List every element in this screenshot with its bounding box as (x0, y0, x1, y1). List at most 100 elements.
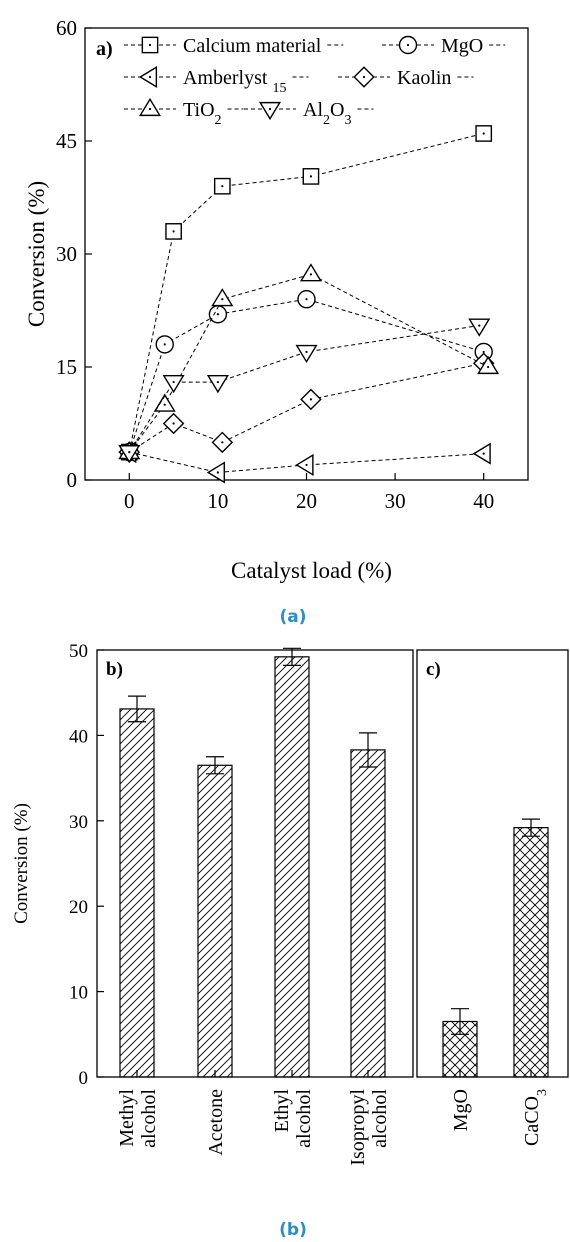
y-tick-label-b: 10 (69, 983, 88, 1004)
y-tick-label-a: 45 (56, 129, 77, 153)
data-point-kaolin-dot (221, 441, 224, 444)
legend-item-calcium-material: Calcium material (124, 35, 344, 57)
y-tick-label-b: 0 (79, 1068, 89, 1089)
series-line-calcium-material (128, 132, 484, 453)
y-tick-label-a: 0 (67, 468, 78, 492)
data-point-tio2 (477, 355, 500, 375)
x-tick-label-a: 10 (207, 489, 228, 513)
legend-item-kaolin: Kaolin (338, 66, 474, 89)
x-tick-label-a: 20 (296, 489, 317, 513)
x-tick-label-isopropyl: Isopropyl (347, 1089, 369, 1166)
series-line-al2o3 (128, 325, 480, 453)
data-point-tio2 (299, 263, 322, 282)
data-point-al2o3-dot (305, 350, 308, 354)
data-point-al2o3-dot (216, 380, 219, 384)
x-axis-label-a: Catalyst load (%) (231, 558, 392, 583)
panel-label-c: c) (426, 659, 441, 680)
plot-frame-b (96, 649, 414, 1078)
data-point-al2o3 (118, 445, 141, 464)
data-point-tio2 (211, 288, 234, 307)
bar-caco3 (513, 827, 549, 1078)
data-point-amberlyst-15 (472, 442, 491, 465)
y-tick-label-a: 15 (56, 355, 77, 379)
legend-marker-tio2-dot (148, 107, 152, 111)
data-point-al2o3-dot (172, 380, 175, 384)
chart-panel-a: 0 15 30 45 60 0 10 20 30 40 Catalyst load (%) Conve… (24, 16, 529, 583)
bar-ethyl-alcohol (274, 656, 310, 1078)
legend-label-al2o3: Al2O3 (303, 99, 351, 128)
plot-frame-c (416, 649, 569, 1078)
bar-methyl-alcohol (119, 708, 155, 1078)
y-axis-label-a: Conversion (%) (24, 181, 49, 327)
legend-item-amberlyst-15: Amberlyst 15 (124, 65, 309, 96)
data-point-kaolin-dot (309, 398, 313, 401)
legend-marker-al2o3-dot (268, 107, 272, 111)
panel-label-b: b) (106, 659, 123, 680)
x-tick-label-acetone: Acetone (205, 1089, 227, 1156)
x-tick-label-caco3: CaCO3 (521, 1089, 550, 1146)
data-point-amberlyst-15-dot (305, 463, 308, 467)
legend-marker-calcium-material-dot (148, 43, 152, 47)
series-al2o3 (118, 318, 491, 464)
x-tick-label-methyl: Methyl (116, 1089, 138, 1147)
data-point-al2o3 (162, 374, 185, 394)
caption-a: (a) (279, 607, 306, 627)
x-tick-label-a: 30 (385, 489, 406, 513)
data-point-calcium-material-dot (309, 175, 313, 178)
data-point-amberlyst-15-dot (482, 452, 485, 455)
data-point-tio2-dot (163, 403, 166, 406)
y-tick-label-a: 30 (56, 242, 77, 266)
legend-label-tio2: TiO2 (183, 99, 222, 128)
legend-label-mgo: MgO (441, 35, 483, 57)
legend-item-al2o3: Al2O3 (244, 99, 374, 128)
x-tick-label-alcohol: alcohol (293, 1089, 315, 1148)
y-tick-label-b: 50 (69, 641, 88, 662)
legend-marker-amberlyst-15 (138, 65, 158, 89)
caption-b: (b) (279, 1220, 307, 1240)
data-point-mgo-dot (482, 350, 485, 354)
legend-marker-al2o3 (258, 101, 282, 121)
x-tick-label-a: 0 (124, 489, 135, 513)
y-tick-label-b: 20 (69, 897, 88, 918)
data-point-mgo-dot (163, 343, 166, 346)
x-tick-label-mgo: MgO (450, 1089, 472, 1131)
data-point-tio2 (153, 393, 176, 412)
legend-label-calcium-material: Calcium material (183, 35, 322, 57)
legend-marker-mgo-dot (406, 43, 410, 47)
legend-item-mgo: MgO (382, 35, 506, 57)
y-tick-label-b: 40 (69, 726, 88, 747)
legend-marker-amberlyst-15-dot (148, 75, 152, 79)
bar-acetone (197, 764, 233, 1078)
y-tick-label-b: 30 (69, 812, 88, 833)
x-tick-label-a: 40 (473, 489, 494, 513)
series-line-tio2 (128, 273, 489, 453)
data-point-al2o3-dot (128, 451, 131, 454)
y-axis-label-b: Conversion (%) (11, 803, 32, 924)
data-point-amberlyst-15 (206, 461, 225, 484)
x-tick-label-ethyl: Ethyl (271, 1089, 293, 1133)
legend-marker-tio2 (138, 97, 162, 117)
data-point-al2o3 (468, 318, 491, 337)
series-kaolin (118, 352, 495, 463)
x-tick-label-alcohol: alcohol (369, 1089, 391, 1148)
data-point-mgo-dot (216, 313, 219, 316)
legend-label-amberlyst-15: Amberlyst 15 (183, 67, 286, 96)
data-point-al2o3 (295, 344, 318, 364)
data-point-calcium-material-dot (221, 185, 224, 188)
legend-label-kaolin: Kaolin (397, 67, 451, 89)
x-tick-label-alcohol: alcohol (138, 1089, 160, 1148)
legend-marker-kaolin-dot (362, 75, 366, 79)
y-tick-label-a: 60 (56, 16, 77, 40)
series-amberlyst-15 (118, 441, 491, 484)
data-point-al2o3 (206, 374, 229, 394)
data-point-tio2-dot (221, 298, 224, 301)
data-point-calcium-material-dot (172, 230, 175, 233)
data-point-amberlyst-15-dot (216, 471, 219, 474)
data-point-al2o3-dot (478, 324, 481, 327)
series-line-kaolin (129, 362, 484, 453)
data-point-calcium-material-dot (482, 132, 485, 135)
chart-panel-c: c) MgO CaCO3 (416, 649, 569, 1146)
panel-label-a: a) (96, 38, 113, 60)
